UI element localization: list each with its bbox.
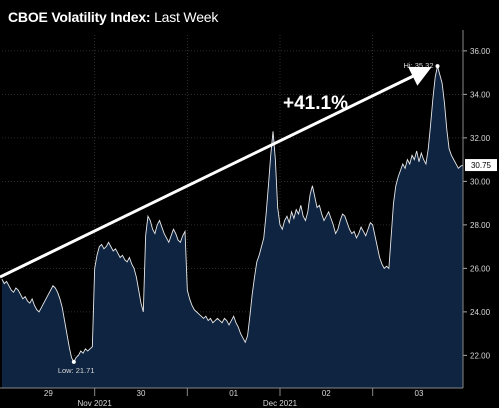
y-tick-label: 34.00 [470,90,491,99]
low-label: Low: 21.71 [58,366,95,375]
y-tick-label: 28.00 [470,221,491,230]
annotations: Hi: 35.32 Low: 21.71 30.75 +41.1% [0,61,497,375]
y-tick-label: 24.00 [470,308,491,317]
series-area [1,65,464,388]
series-fill [2,66,463,388]
x-tick-label: 03 [415,389,424,398]
y-axis: 22.00 24.00 26.00 28.00 30.00 32.00 34.00 36.00 [462,30,491,388]
chart-title-main: CBOE Volatility Index: [8,9,151,25]
y-tick-label: 26.00 [470,264,491,273]
chart-title-sub: Last Week [154,9,219,25]
high-label: Hi: 35.32 [403,61,433,70]
x-axis: 29 30 01 02 03 Nov 2021 Dec 2021 [0,387,463,408]
month-label: Dec 2021 [263,399,298,408]
last-value-label: 30.75 [471,161,492,170]
x-tick-label: 01 [229,389,238,398]
trend-arrow [0,66,432,279]
x-tick-label: 02 [322,389,331,398]
x-tick-label: 29 [44,389,53,398]
y-tick-label: 30.00 [470,177,491,186]
chart-title: CBOE Volatility Index: Last Week [8,9,218,25]
series-line [1,65,464,363]
change-annotation: +41.1% [283,93,348,114]
high-point [435,64,440,69]
y-tick-label: 32.00 [470,134,491,143]
y-tick-label: 22.00 [470,351,491,360]
y-tick-label: 36.00 [470,47,491,56]
low-point [71,359,76,364]
x-tick-label: 30 [137,389,146,398]
last-value-tag [465,159,497,172]
month-label: Nov 2021 [78,399,113,408]
